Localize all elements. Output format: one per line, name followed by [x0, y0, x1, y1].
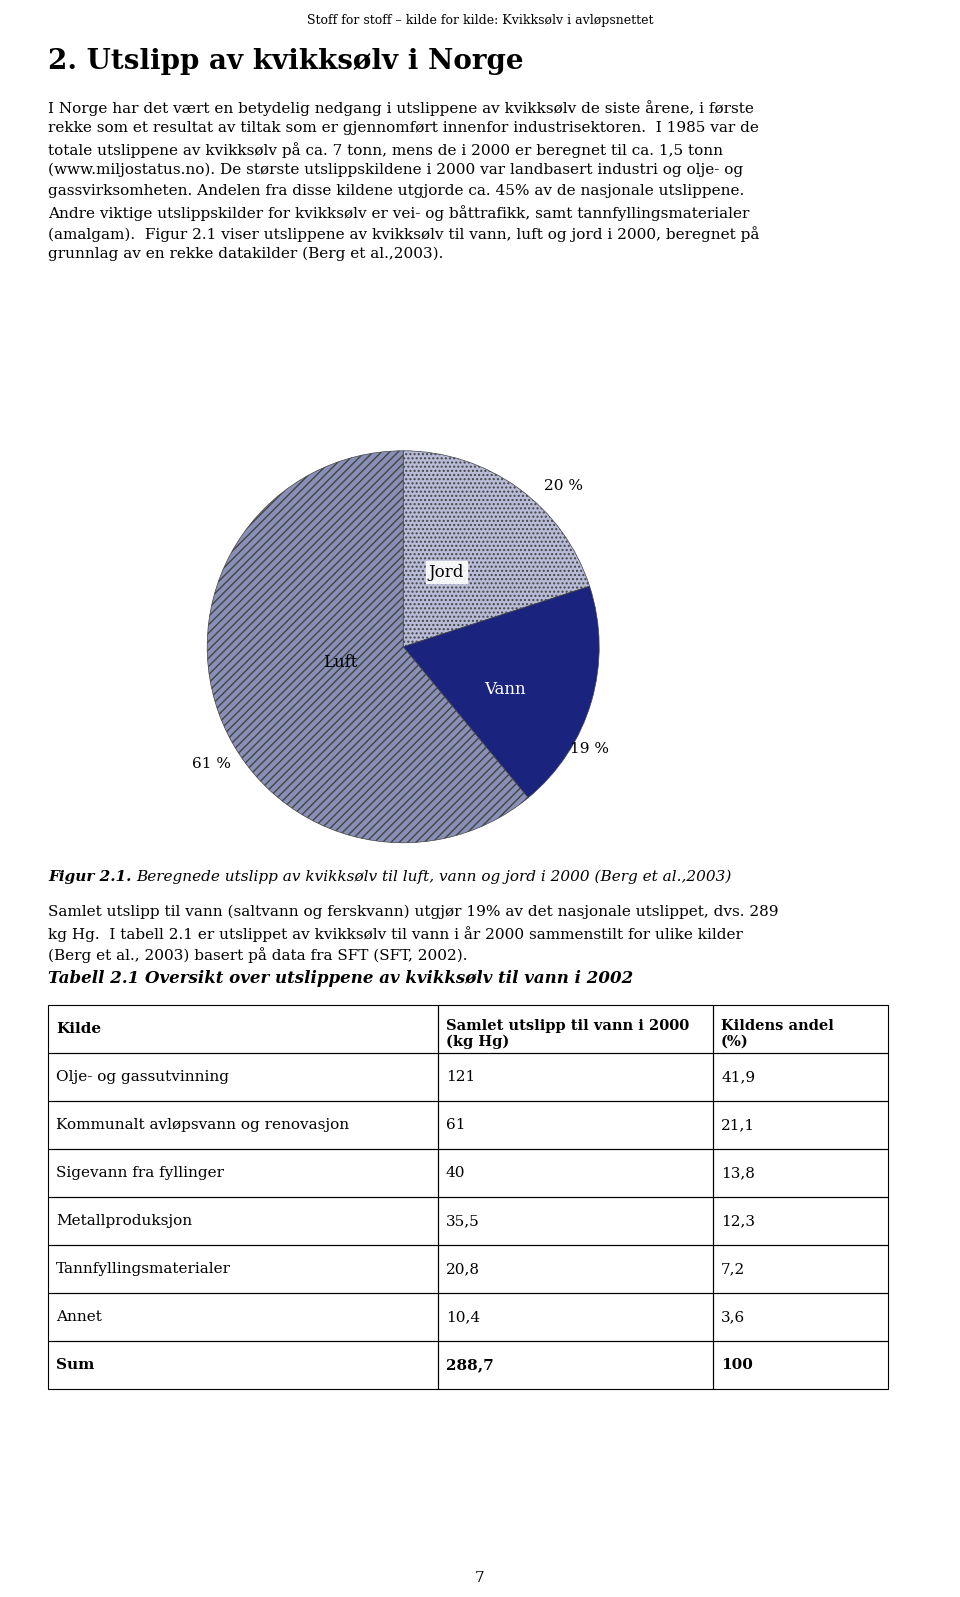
Text: 20,8: 20,8 [446, 1262, 480, 1276]
Text: kg Hg.  I tabell 2.1 er utslippet av kvikksølv til vann i år 2000 sammenstilt fo: kg Hg. I tabell 2.1 er utslippet av kvik… [48, 926, 743, 942]
Bar [48, 1341, 438, 1389]
Text: 12,3: 12,3 [721, 1214, 755, 1228]
Text: 100: 100 [721, 1357, 753, 1372]
Text: 3,6: 3,6 [721, 1310, 745, 1324]
Bar [438, 1198, 713, 1246]
Text: Jord: Jord [428, 564, 464, 581]
Bar [438, 1294, 713, 1341]
Text: Figur 2.1.: Figur 2.1. [48, 870, 132, 885]
Text: 40: 40 [446, 1166, 466, 1180]
Text: Sigevann fra fyllinger: Sigevann fra fyllinger [56, 1166, 224, 1180]
Text: Sum: Sum [56, 1357, 94, 1372]
Bar [48, 1148, 438, 1198]
Bar [438, 1052, 713, 1100]
Text: (Berg et al., 2003) basert på data fra SFT (SFT, 2002).: (Berg et al., 2003) basert på data fra S… [48, 947, 468, 963]
Wedge shape [403, 586, 599, 798]
Text: 41,9: 41,9 [721, 1070, 756, 1084]
Text: Kildens andel: Kildens andel [721, 1019, 834, 1033]
Text: 19 %: 19 % [570, 741, 609, 755]
Text: Tannfyllingsmaterialer: Tannfyllingsmaterialer [56, 1262, 231, 1276]
Text: 10,4: 10,4 [446, 1310, 480, 1324]
Text: 7: 7 [475, 1571, 485, 1584]
Text: Beregnede utslipp av kvikksølv til luft, vann og jord i 2000 (Berg et al.,2003): Beregnede utslipp av kvikksølv til luft,… [136, 870, 732, 885]
Text: Vann: Vann [484, 682, 526, 698]
Text: Metallproduksjon: Metallproduksjon [56, 1214, 192, 1228]
Bar [438, 1148, 713, 1198]
Text: Samlet utslipp til vann (saltvann og ferskvann) utgjør 19% av det nasjonale utsl: Samlet utslipp til vann (saltvann og fer… [48, 905, 779, 920]
Bar [48, 1246, 438, 1294]
Text: Annet: Annet [56, 1310, 102, 1324]
Bar [713, 1294, 888, 1341]
Text: (amalgam).  Figur 2.1 viser utslippene av kvikksølv til vann, luft og jord i 200: (amalgam). Figur 2.1 viser utslippene av… [48, 227, 759, 241]
Text: 21,1: 21,1 [721, 1118, 756, 1132]
Text: totale utslippene av kvikksølv på ca. 7 tonn, mens de i 2000 er beregnet til ca.: totale utslippene av kvikksølv på ca. 7 … [48, 142, 723, 158]
Bar [48, 1198, 438, 1246]
Text: rekke som et resultat av tiltak som er gjennomført innenfor industrisektoren.  I: rekke som et resultat av tiltak som er g… [48, 121, 758, 136]
Text: gassvirksomheten. Andelen fra disse kildene utgjorde ca. 45% av de nasjonale uts: gassvirksomheten. Andelen fra disse kild… [48, 184, 744, 198]
Wedge shape [403, 450, 589, 647]
Bar [713, 1198, 888, 1246]
Bar [713, 1052, 888, 1100]
Text: (kg Hg): (kg Hg) [446, 1035, 509, 1049]
Text: Luft: Luft [324, 653, 358, 671]
Bar [713, 1005, 888, 1052]
Bar [438, 1005, 713, 1052]
Text: I Norge har det vært en betydelig nedgang i utslippene av kvikksølv de siste åre: I Norge har det vært en betydelig nedgan… [48, 101, 754, 117]
Text: 20 %: 20 % [544, 479, 584, 493]
Text: 35,5: 35,5 [446, 1214, 480, 1228]
Bar [48, 1100, 438, 1148]
Text: Stoff for stoff – kilde for kilde: Kvikksølv i avløpsnettet: Stoff for stoff – kilde for kilde: Kvikk… [307, 14, 653, 27]
Text: Tabell 2.1 Oversikt over utslippene av kvikksølv til vann i 2002: Tabell 2.1 Oversikt over utslippene av k… [48, 969, 634, 987]
Text: 61 %: 61 % [192, 757, 230, 771]
Bar [48, 1294, 438, 1341]
Text: 61: 61 [446, 1118, 466, 1132]
Text: Kommunalt avløpsvann og renovasjon: Kommunalt avløpsvann og renovasjon [56, 1118, 349, 1132]
Bar [438, 1341, 713, 1389]
Bar [438, 1246, 713, 1294]
Text: 13,8: 13,8 [721, 1166, 755, 1180]
Wedge shape [207, 450, 528, 843]
Text: Andre viktige utslippskilder for kvikksølv er vei- og båttrafikk, samt tannfylli: Andre viktige utslippskilder for kvikksø… [48, 204, 750, 220]
Text: Olje- og gassutvinning: Olje- og gassutvinning [56, 1070, 229, 1084]
Bar [438, 1100, 713, 1148]
Text: Samlet utslipp til vann i 2000: Samlet utslipp til vann i 2000 [446, 1019, 689, 1033]
Text: Kilde: Kilde [56, 1022, 101, 1036]
Text: (%): (%) [721, 1035, 749, 1049]
Bar [713, 1341, 888, 1389]
Text: 7,2: 7,2 [721, 1262, 745, 1276]
Bar [713, 1246, 888, 1294]
Bar [713, 1148, 888, 1198]
Text: (www.miljostatus.no). De største utslippskildene i 2000 var landbasert industri : (www.miljostatus.no). De største utslipp… [48, 163, 743, 177]
Bar [48, 1052, 438, 1100]
Text: 288,7: 288,7 [446, 1357, 493, 1372]
Bar [48, 1005, 438, 1052]
Text: 2. Utslipp av kvikksølv i Norge: 2. Utslipp av kvikksølv i Norge [48, 48, 523, 75]
Bar [713, 1100, 888, 1148]
Text: grunnlag av en rekke datakilder (Berg et al.,2003).: grunnlag av en rekke datakilder (Berg et… [48, 248, 444, 262]
Text: 121: 121 [446, 1070, 475, 1084]
